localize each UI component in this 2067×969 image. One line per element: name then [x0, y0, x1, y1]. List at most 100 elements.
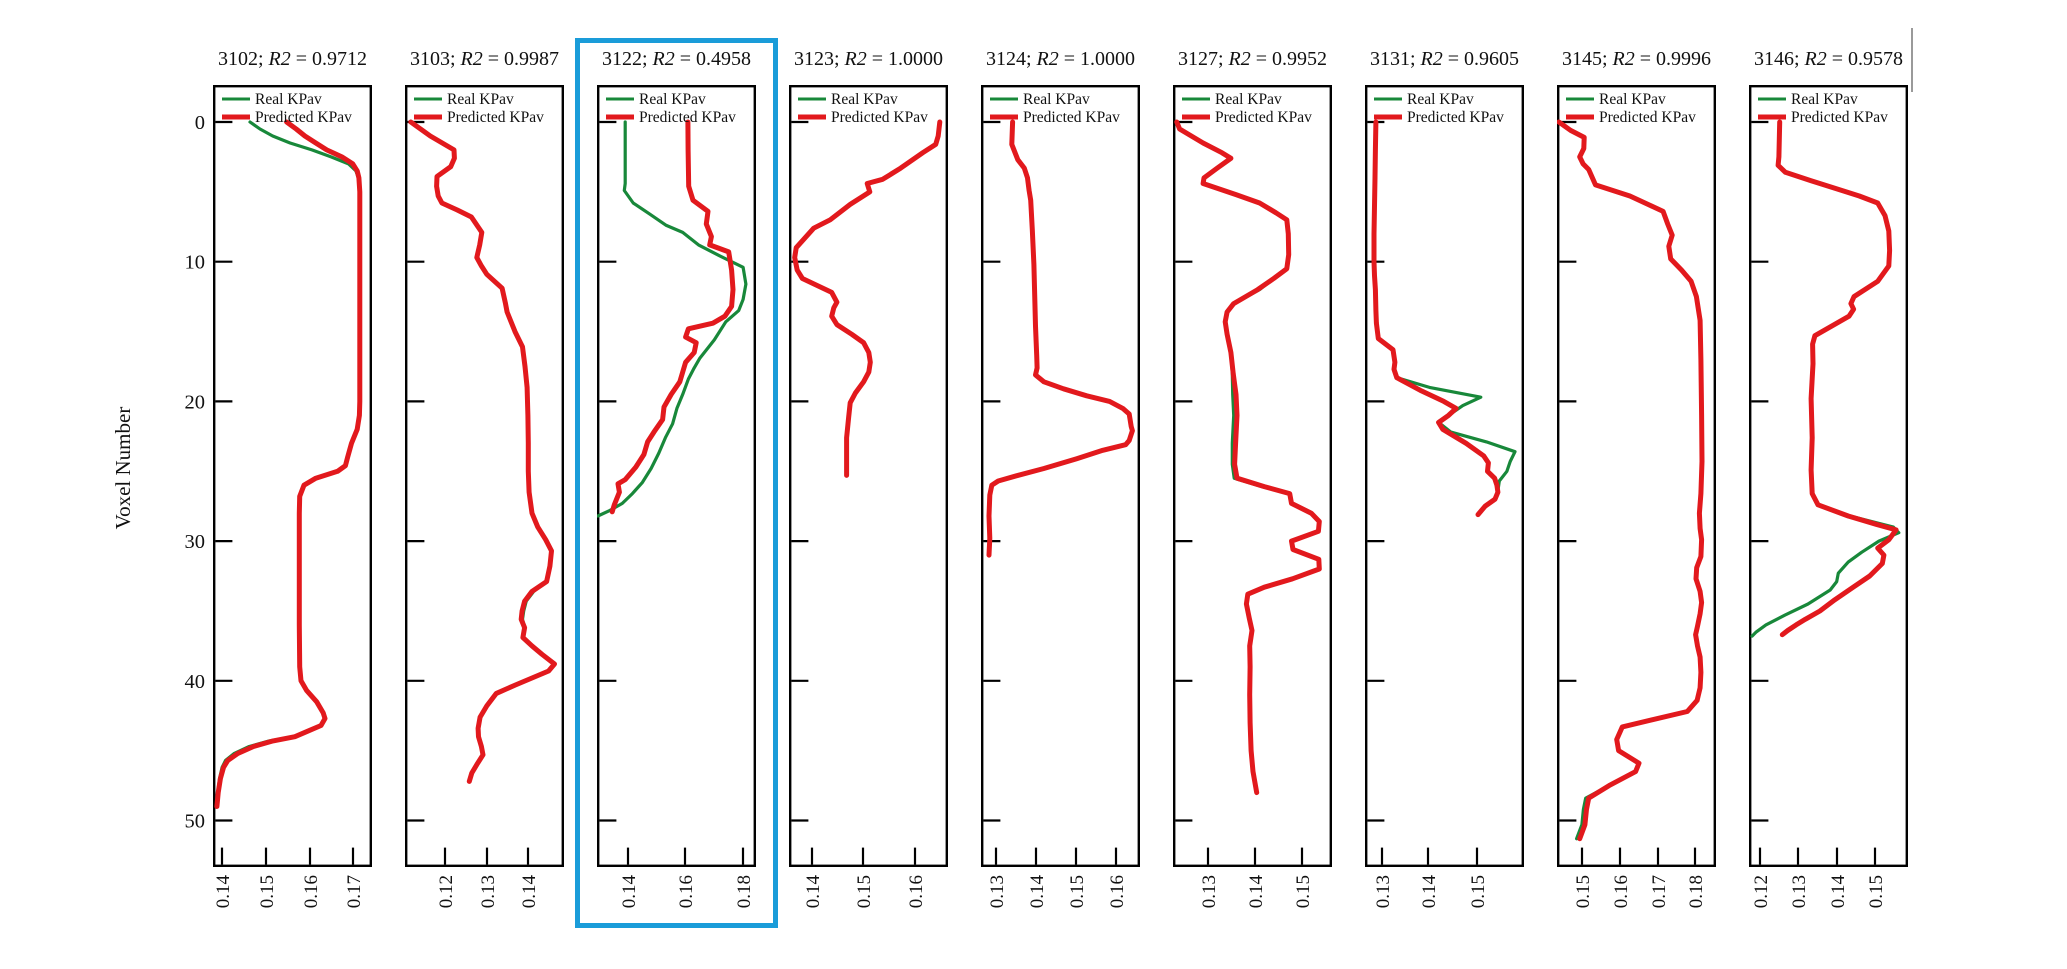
subplot-3131: 3131; R2 = 0.9605 0.13 0.14 0.15 Real KPav Pr…: [1365, 48, 1525, 930]
plot-frame: [1557, 85, 1717, 867]
subplot-3102: 3102; R2 = 0.9712 0.14 0.15 0.16 0.17 Real KP…: [213, 48, 373, 930]
x-tick-label-0.13: 0.13: [478, 875, 499, 908]
subplot-title-3124: 3124; R2 = 1.0000: [985, 48, 1136, 70]
line-predicted-kpav: [214, 119, 363, 809]
subplot-title-3131: 3131; R2 = 0.9605: [1369, 48, 1520, 70]
subplot-title-3127: 3127; R2 = 0.9952: [1177, 48, 1328, 70]
line-predicted-kpav: [986, 119, 1135, 558]
x-tick-label-0.16: 0.16: [906, 875, 927, 908]
legend-real-label: Real KPav: [1215, 91, 1282, 108]
legend-real-label: Real KPav: [1791, 91, 1858, 108]
x-tick-label-0.15: 0.15: [257, 875, 278, 908]
subplot-title-3146: 3146; R2 = 0.9578: [1753, 48, 1904, 70]
line-predicted-kpav: [609, 119, 736, 515]
subplot-3127: 3127; R2 = 0.9952 0.13 0.14 0.15 Real KPav Pr…: [1173, 48, 1333, 930]
legend-predicted-label: Predicted KPav: [1215, 109, 1312, 126]
x-tick-label-0.14: 0.14: [1246, 875, 1267, 909]
x-tick-label-0.16: 0.16: [1107, 875, 1128, 908]
plot-frame: [1173, 85, 1333, 867]
x-tick-label-0.15: 0.15: [1866, 875, 1887, 908]
legend-predicted-label: Predicted KPav: [1023, 109, 1120, 126]
x-tick-label-0.15: 0.15: [1468, 875, 1489, 908]
legend-predicted-label: Predicted KPav: [831, 109, 928, 126]
line-real-kpav: [597, 120, 748, 518]
x-tick-label-0.13: 0.13: [1199, 875, 1220, 908]
plot-frame: [1365, 85, 1525, 867]
legend-real-label: Real KPav: [447, 91, 514, 108]
x-tick-label-0.16: 0.16: [1611, 875, 1632, 908]
subplot-title-3122: 3122; R2 = 0.4958: [601, 48, 752, 70]
line-predicted-kpav: [1775, 119, 1899, 638]
plot-frame: [213, 85, 373, 867]
plot-frame: [405, 85, 565, 867]
subplot-3146: 3146; R2 = 0.9578 0.12 0.13 0.14 0.15 Real KP…: [1749, 48, 1909, 930]
x-tick-label-0.17: 0.17: [344, 875, 365, 908]
x-tick-label-0.15: 0.15: [1573, 875, 1594, 908]
line-real-kpav: [1750, 120, 1901, 638]
subplot-title-3103: 3103; R2 = 0.9987: [409, 48, 560, 70]
x-tick-label-0.18: 0.18: [734, 875, 755, 908]
subplot-3103: 3103; R2 = 0.9987 0.12 0.13 0.14 Real KPav Pr…: [405, 48, 565, 930]
y-axis-gutter: Voxel Number 0 10 20 30 40 50: [111, 112, 206, 833]
x-tick-label-0.12: 0.12: [1751, 875, 1772, 908]
y-tick-label-10: 10: [185, 252, 206, 274]
legend-real-label: Real KPav: [1023, 91, 1090, 108]
plot-frame: [1749, 85, 1909, 867]
x-tick-label-0.14: 0.14: [619, 875, 640, 909]
line-predicted-kpav: [1557, 119, 1705, 842]
x-tick-label-0.14: 0.14: [1027, 875, 1048, 909]
legend-predicted-label: Predicted KPav: [639, 109, 736, 126]
x-tick-label-0.15: 0.15: [1293, 875, 1314, 908]
line-predicted-kpav: [1371, 119, 1501, 518]
x-tick-label-0.13: 0.13: [1789, 875, 1810, 908]
x-tick-label-0.13: 0.13: [987, 875, 1008, 908]
legend-predicted-label: Predicted KPav: [255, 109, 352, 126]
y-tick-label-30: 30: [185, 531, 206, 553]
x-tick-label-0.16: 0.16: [301, 875, 322, 908]
line-predicted-kpav: [792, 119, 943, 478]
plot-frame: [789, 85, 949, 867]
y-axis-label: Voxel Number: [111, 407, 135, 530]
line-predicted-kpav: [1174, 119, 1322, 796]
x-tick-label-0.12: 0.12: [436, 875, 457, 908]
y-tick-label-20: 20: [185, 391, 206, 413]
subplot-3124: 3124; R2 = 1.0000 0.13 0.14 0.15 0.16 Real KP…: [981, 48, 1141, 930]
y-tick-label-0: 0: [195, 112, 205, 134]
x-tick-label-0.15: 0.15: [854, 875, 875, 908]
legend-real-label: Real KPav: [639, 91, 706, 108]
subplot-3122: 3122; R2 = 0.4958 0.14 0.16 0.18 Real KPav Pr…: [597, 48, 757, 930]
x-tick-label-0.14: 0.14: [213, 875, 234, 909]
line-real-kpav: [793, 120, 942, 477]
legend-real-label: Real KPav: [255, 91, 322, 108]
line-real-kpav: [1372, 120, 1517, 517]
plot-frame: [597, 85, 757, 867]
x-tick-label-0.18: 0.18: [1686, 875, 1707, 908]
legend-real-label: Real KPav: [1599, 91, 1666, 108]
x-tick-label-0.17: 0.17: [1649, 875, 1670, 908]
legend-real-label: Real KPav: [1407, 91, 1474, 108]
x-tick-label-0.14: 0.14: [519, 875, 540, 909]
x-tick-label-0.13: 0.13: [1373, 875, 1394, 908]
x-tick-label-0.14: 0.14: [1828, 875, 1849, 909]
line-real-kpav: [409, 120, 557, 784]
legend-predicted-label: Predicted KPav: [1407, 109, 1504, 126]
line-predicted-kpav: [408, 119, 557, 784]
subplot-title-3145: 3145; R2 = 0.9996: [1561, 48, 1712, 70]
plot-frame: [981, 85, 1141, 867]
artifact-line: [1911, 28, 1913, 92]
